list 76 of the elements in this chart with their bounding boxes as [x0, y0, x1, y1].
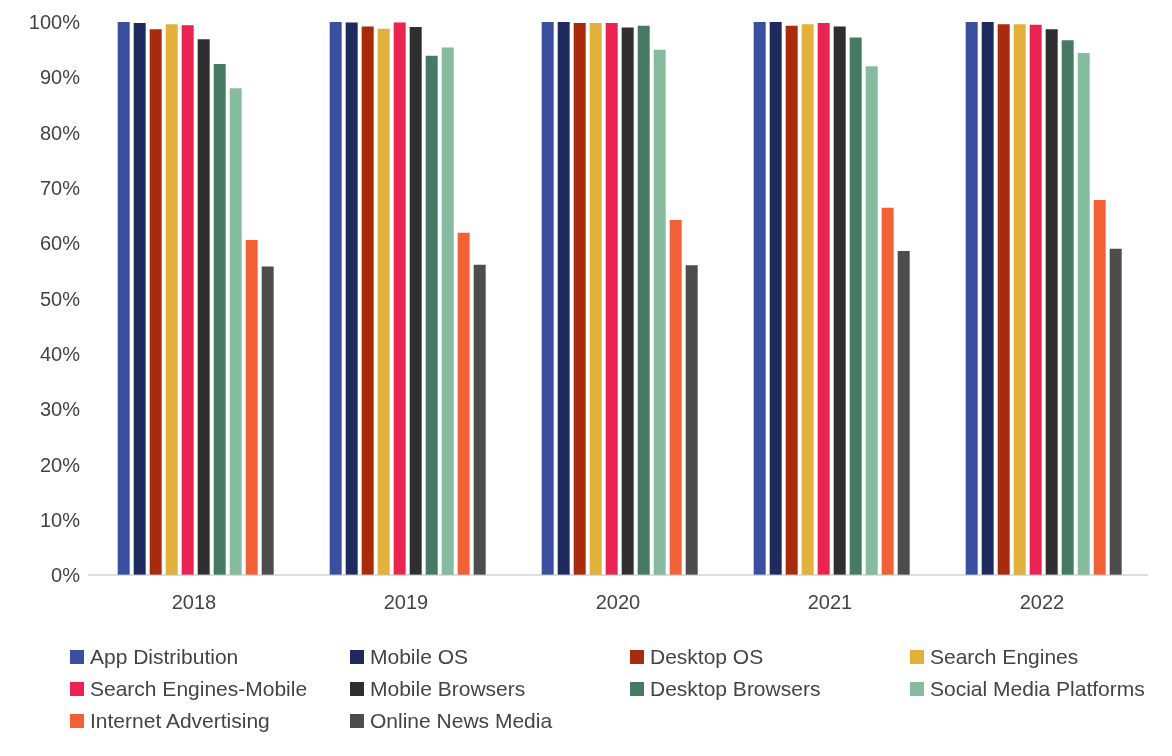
- bar: [1029, 24, 1042, 575]
- bar: [425, 55, 438, 575]
- bar: [361, 26, 374, 575]
- bar: [833, 26, 846, 575]
- bar: [473, 264, 486, 575]
- legend-label: Desktop OS: [650, 645, 764, 669]
- bar: [1109, 248, 1122, 575]
- bar: [345, 22, 358, 575]
- x-tick-label: 2022: [1019, 591, 1065, 614]
- bar: [1013, 24, 1026, 575]
- x-tick-label: 2021: [807, 591, 853, 614]
- bar: [769, 22, 782, 575]
- bar: [897, 250, 910, 575]
- y-tick-label: 50%: [39, 287, 81, 310]
- bar: [213, 64, 226, 575]
- bar: [849, 37, 862, 575]
- bar: [1045, 29, 1058, 575]
- legend-label: App Distribution: [90, 645, 239, 669]
- legend-label: Social Media Platforms: [930, 677, 1145, 701]
- bar: [1077, 52, 1090, 575]
- bar: [393, 22, 406, 575]
- bar: [669, 219, 682, 575]
- bar: [1093, 200, 1106, 575]
- bar: [133, 23, 146, 575]
- y-tick-label: 60%: [39, 232, 81, 255]
- bar: [1061, 40, 1074, 575]
- y-tick-label: 40%: [39, 342, 81, 365]
- legend-label: Mobile OS: [370, 645, 469, 669]
- bar: [557, 22, 570, 575]
- bar: [981, 22, 994, 575]
- bar: [881, 207, 894, 575]
- y-tick-label: 20%: [39, 453, 81, 476]
- bar: [817, 23, 830, 575]
- bar: [997, 24, 1010, 575]
- y-tick-label: 100%: [28, 11, 81, 34]
- y-tick-label: 70%: [39, 177, 81, 199]
- bar: [965, 22, 978, 575]
- bar: [117, 22, 130, 575]
- bar: [149, 29, 162, 575]
- bar: [197, 39, 210, 575]
- bar: [181, 25, 194, 575]
- y-tick-label: 80%: [39, 121, 81, 144]
- legend-label: Search Engines-Mobile: [90, 677, 308, 701]
- x-tick-label: 2018: [171, 591, 217, 614]
- bar: [621, 27, 634, 575]
- bar: [801, 24, 814, 575]
- bar: [573, 23, 586, 575]
- y-tick-label: 10%: [39, 508, 81, 531]
- legend-label: Search Engines: [930, 645, 1079, 669]
- bar: [605, 23, 618, 575]
- y-tick-label: 0%: [51, 564, 81, 587]
- bar: [589, 23, 602, 575]
- legend-label: Online News Media: [370, 709, 553, 733]
- y-tick-label: 90%: [39, 66, 81, 89]
- bar: [441, 47, 454, 575]
- bar: [261, 266, 274, 575]
- bar: [457, 232, 470, 575]
- legend-label: Internet Advertising: [90, 709, 270, 733]
- bar: [753, 22, 766, 575]
- x-tick-label: 2019: [383, 591, 429, 614]
- bar: [329, 22, 342, 575]
- y-tick-label: 30%: [39, 398, 81, 421]
- bar: [165, 24, 178, 575]
- bar: [245, 239, 258, 575]
- legend-label: Desktop Browsers: [650, 677, 821, 701]
- bar: [229, 88, 242, 575]
- bar: [377, 28, 390, 575]
- x-tick-label: 2020: [595, 591, 641, 614]
- bar: [685, 265, 698, 575]
- bar: [409, 26, 422, 575]
- bar: [541, 22, 554, 575]
- bar: [637, 25, 650, 575]
- bar: [653, 49, 666, 575]
- legend-label: Mobile Browsers: [370, 677, 526, 701]
- bar: [865, 66, 878, 575]
- bar: [785, 25, 798, 575]
